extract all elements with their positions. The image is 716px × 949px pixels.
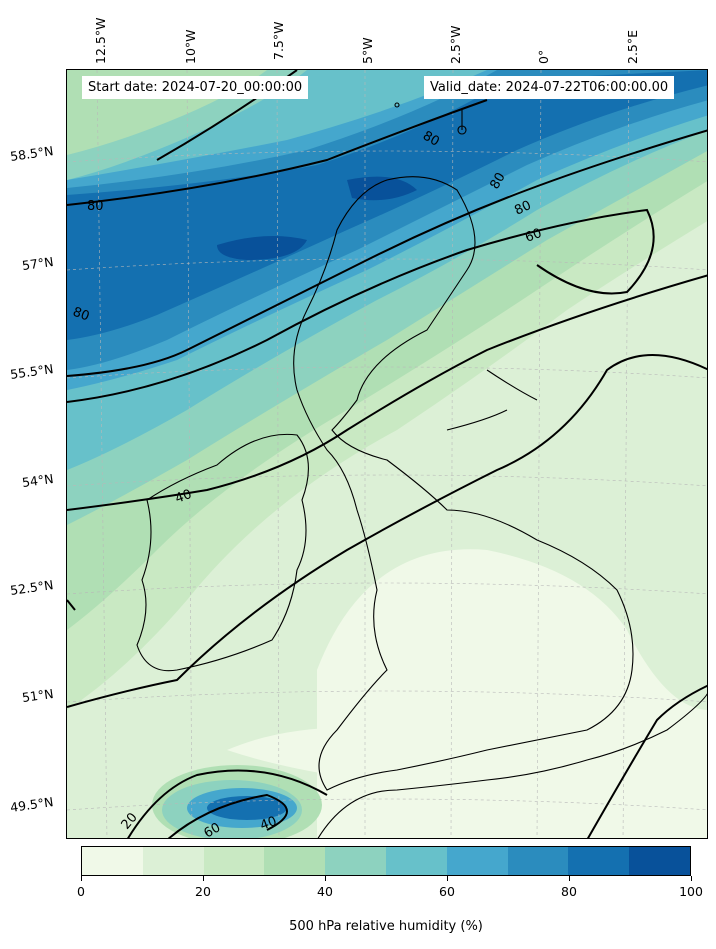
colorbar-segment bbox=[325, 847, 386, 875]
contour-label: 60 bbox=[202, 820, 224, 839]
contour-label: 80 bbox=[487, 170, 508, 192]
colorbar-tick-label: 40 bbox=[317, 884, 333, 899]
contour-80 bbox=[67, 99, 488, 206]
lat-label: 49.5°N bbox=[9, 794, 55, 815]
lat-label: 57°N bbox=[21, 253, 55, 274]
colorbar-tick bbox=[203, 876, 204, 881]
contour-lines bbox=[67, 70, 707, 838]
contour-label: 40 bbox=[258, 814, 279, 834]
colorbar-tick-label: 60 bbox=[439, 884, 455, 899]
contour-label: 60 bbox=[523, 226, 544, 246]
colorbar-segment bbox=[142, 847, 204, 875]
contour-label: 80 bbox=[87, 199, 104, 214]
colorbar-tick bbox=[325, 876, 326, 881]
contour-20 bbox=[67, 354, 707, 708]
colorbar-tick bbox=[691, 876, 692, 881]
graticule bbox=[67, 70, 707, 838]
colorbar-segment bbox=[203, 847, 265, 875]
humidity-band-0-10 bbox=[317, 549, 707, 838]
humidity-band-90-100 bbox=[217, 236, 307, 260]
colorbar-tick-label: 80 bbox=[561, 884, 577, 899]
lat-label: 51°N bbox=[21, 685, 55, 706]
colorbar-label: 500 hPa relative humidity (%) bbox=[289, 919, 483, 934]
france-coast bbox=[317, 693, 707, 838]
colorbar-tick-label: 20 bbox=[195, 884, 211, 899]
colorbar-tick bbox=[447, 876, 448, 881]
lon-label: 10°W bbox=[183, 29, 198, 64]
humidity-band-80-90 bbox=[207, 796, 287, 820]
humidity-band-80-90 bbox=[67, 70, 707, 340]
lat-label: 52.5°N bbox=[9, 577, 55, 598]
contour-20 bbox=[127, 769, 328, 838]
contour-80 bbox=[67, 129, 707, 377]
contour-20 bbox=[586, 684, 707, 838]
lat-label: 58.5°N bbox=[9, 143, 55, 164]
colorbar-segment bbox=[264, 847, 326, 875]
contour-label-group: 80 80 80 80 80 60 40 20 60 40 bbox=[71, 128, 544, 839]
colorbar-segment bbox=[568, 847, 630, 875]
colorbar-tick bbox=[569, 876, 570, 881]
colorbar-tick bbox=[81, 876, 82, 881]
colorbar-tick-label: 0 bbox=[77, 884, 85, 899]
contour-label: 80 bbox=[71, 305, 92, 325]
colorbar-segment bbox=[507, 847, 569, 875]
colorbar-tick-label: 100 bbox=[679, 884, 703, 899]
border bbox=[446, 409, 508, 431]
start-date: Start date: 2024-07-20_00:00:00 bbox=[82, 76, 309, 99]
lon-label: 12.5°W bbox=[93, 17, 108, 64]
humidity-band-70-80 bbox=[67, 70, 707, 370]
contour-label: 80 bbox=[420, 128, 442, 149]
border bbox=[486, 369, 538, 401]
contour-20 bbox=[67, 599, 76, 611]
contour-label: 80 bbox=[512, 198, 533, 219]
contour-40 bbox=[67, 274, 707, 511]
lon-label: 2.5°W bbox=[448, 25, 463, 65]
colorbar-segment bbox=[446, 847, 508, 875]
humidity-band-90-100 bbox=[347, 176, 417, 201]
coastlines bbox=[136, 102, 707, 838]
lon-label: 0° bbox=[536, 49, 551, 64]
valid-date: Valid_date: 2024-07-22T06:00:00.00 bbox=[424, 76, 675, 99]
humidity-field: 80 80 80 80 80 60 40 20 60 40 bbox=[67, 70, 707, 839]
colorbar bbox=[81, 846, 691, 876]
colorbar-segment bbox=[629, 847, 690, 875]
great-britain-coast bbox=[293, 176, 634, 791]
colorbar-segment bbox=[82, 847, 143, 875]
lon-label: 5°W bbox=[360, 37, 375, 64]
island bbox=[394, 102, 400, 108]
map-panel: 80 80 80 80 80 60 40 20 60 40 bbox=[66, 69, 708, 839]
colorbar-segment bbox=[385, 847, 447, 875]
contour-label: 40 bbox=[173, 487, 194, 507]
lat-label: 55.5°N bbox=[9, 361, 55, 382]
lon-label: 2.5°E bbox=[625, 29, 640, 64]
lon-label: 7.5°W bbox=[271, 21, 286, 61]
ireland-coast bbox=[136, 433, 309, 672]
contour-60 bbox=[67, 208, 655, 403]
humidity-band-0-10 bbox=[227, 727, 407, 780]
contour-40 bbox=[167, 793, 288, 838]
lat-label: 54°N bbox=[21, 470, 55, 491]
